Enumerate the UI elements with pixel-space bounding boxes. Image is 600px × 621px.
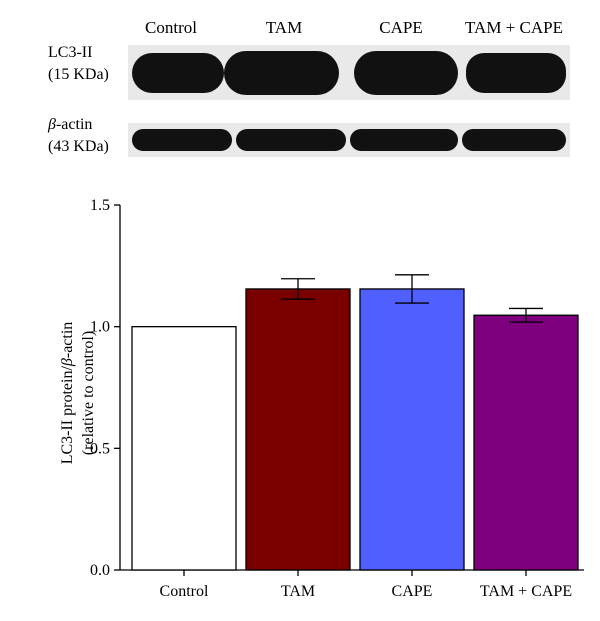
y-axis-label-line2: (relative to control)	[80, 331, 97, 455]
x-tick-label: TAM + CAPE	[480, 583, 572, 600]
actin-row-label: β-actin (43 KDa)	[48, 114, 109, 158]
lc3-row-label: LC3-II (15 KDa)	[48, 42, 109, 86]
actin-band-tam-cape	[462, 129, 566, 151]
lc3-band-strip	[128, 45, 570, 100]
bar-2	[359, 288, 465, 571]
lc3-protein-size: (15 KDa)	[48, 66, 109, 83]
y-axis-label-post: -actin	[59, 322, 76, 358]
y-tick-label: 0.5	[90, 440, 110, 457]
western-blot-panel: Control TAM CAPE TAM + CAPE LC3-II (15 K…	[0, 0, 600, 170]
bar-chart: LC3-II protein/β-actin (relative to cont…	[59, 197, 584, 600]
x-tick-label: TAM	[281, 583, 315, 600]
y-axis-label-line1: LC3-II protein/β-actin	[59, 322, 76, 465]
lc3-band-tam-cape	[466, 53, 566, 93]
lc3-band-control	[132, 53, 224, 93]
bar-1	[245, 288, 351, 571]
bar-3	[473, 314, 579, 571]
y-tick-label: 1.5	[90, 197, 110, 214]
lane-label-tam: TAM	[265, 18, 303, 37]
actin-band-tam	[236, 129, 346, 151]
x-tick-label: CAPE	[392, 583, 433, 600]
x-tick-label: Control	[160, 583, 209, 600]
actin-protein-size: (43 KDa)	[48, 138, 109, 155]
lc3-band-cape	[354, 51, 458, 95]
actin-band-cape	[350, 129, 458, 151]
lane-label-cape: CAPE	[379, 18, 423, 37]
y-axis-label: LC3-II protein/β-actin (relative to cont…	[59, 322, 97, 465]
actin-name-suffix: -actin	[55, 116, 93, 133]
y-tick-label: 0.0	[90, 562, 110, 579]
y-axis-label-beta: β	[59, 358, 76, 367]
bar-0	[131, 326, 237, 571]
lane-label-control: Control	[145, 18, 197, 37]
actin-band-strip	[128, 123, 570, 157]
y-axis-label-pre: LC3-II protein/	[59, 366, 76, 465]
actin-beta-symbol: β	[48, 116, 56, 133]
lane-label-tam-cape: TAM + CAPE	[465, 18, 563, 37]
actin-band-control	[132, 129, 232, 151]
lc3-protein-name: LC3-II	[48, 44, 93, 61]
bars	[131, 274, 579, 571]
y-tick-label: 1.0	[90, 319, 110, 336]
actin-protein-name: β-actin	[48, 114, 109, 136]
lc3-band-tam	[224, 51, 339, 95]
x-tick-labels: Control TAM CAPE TAM + CAPE	[160, 570, 572, 600]
